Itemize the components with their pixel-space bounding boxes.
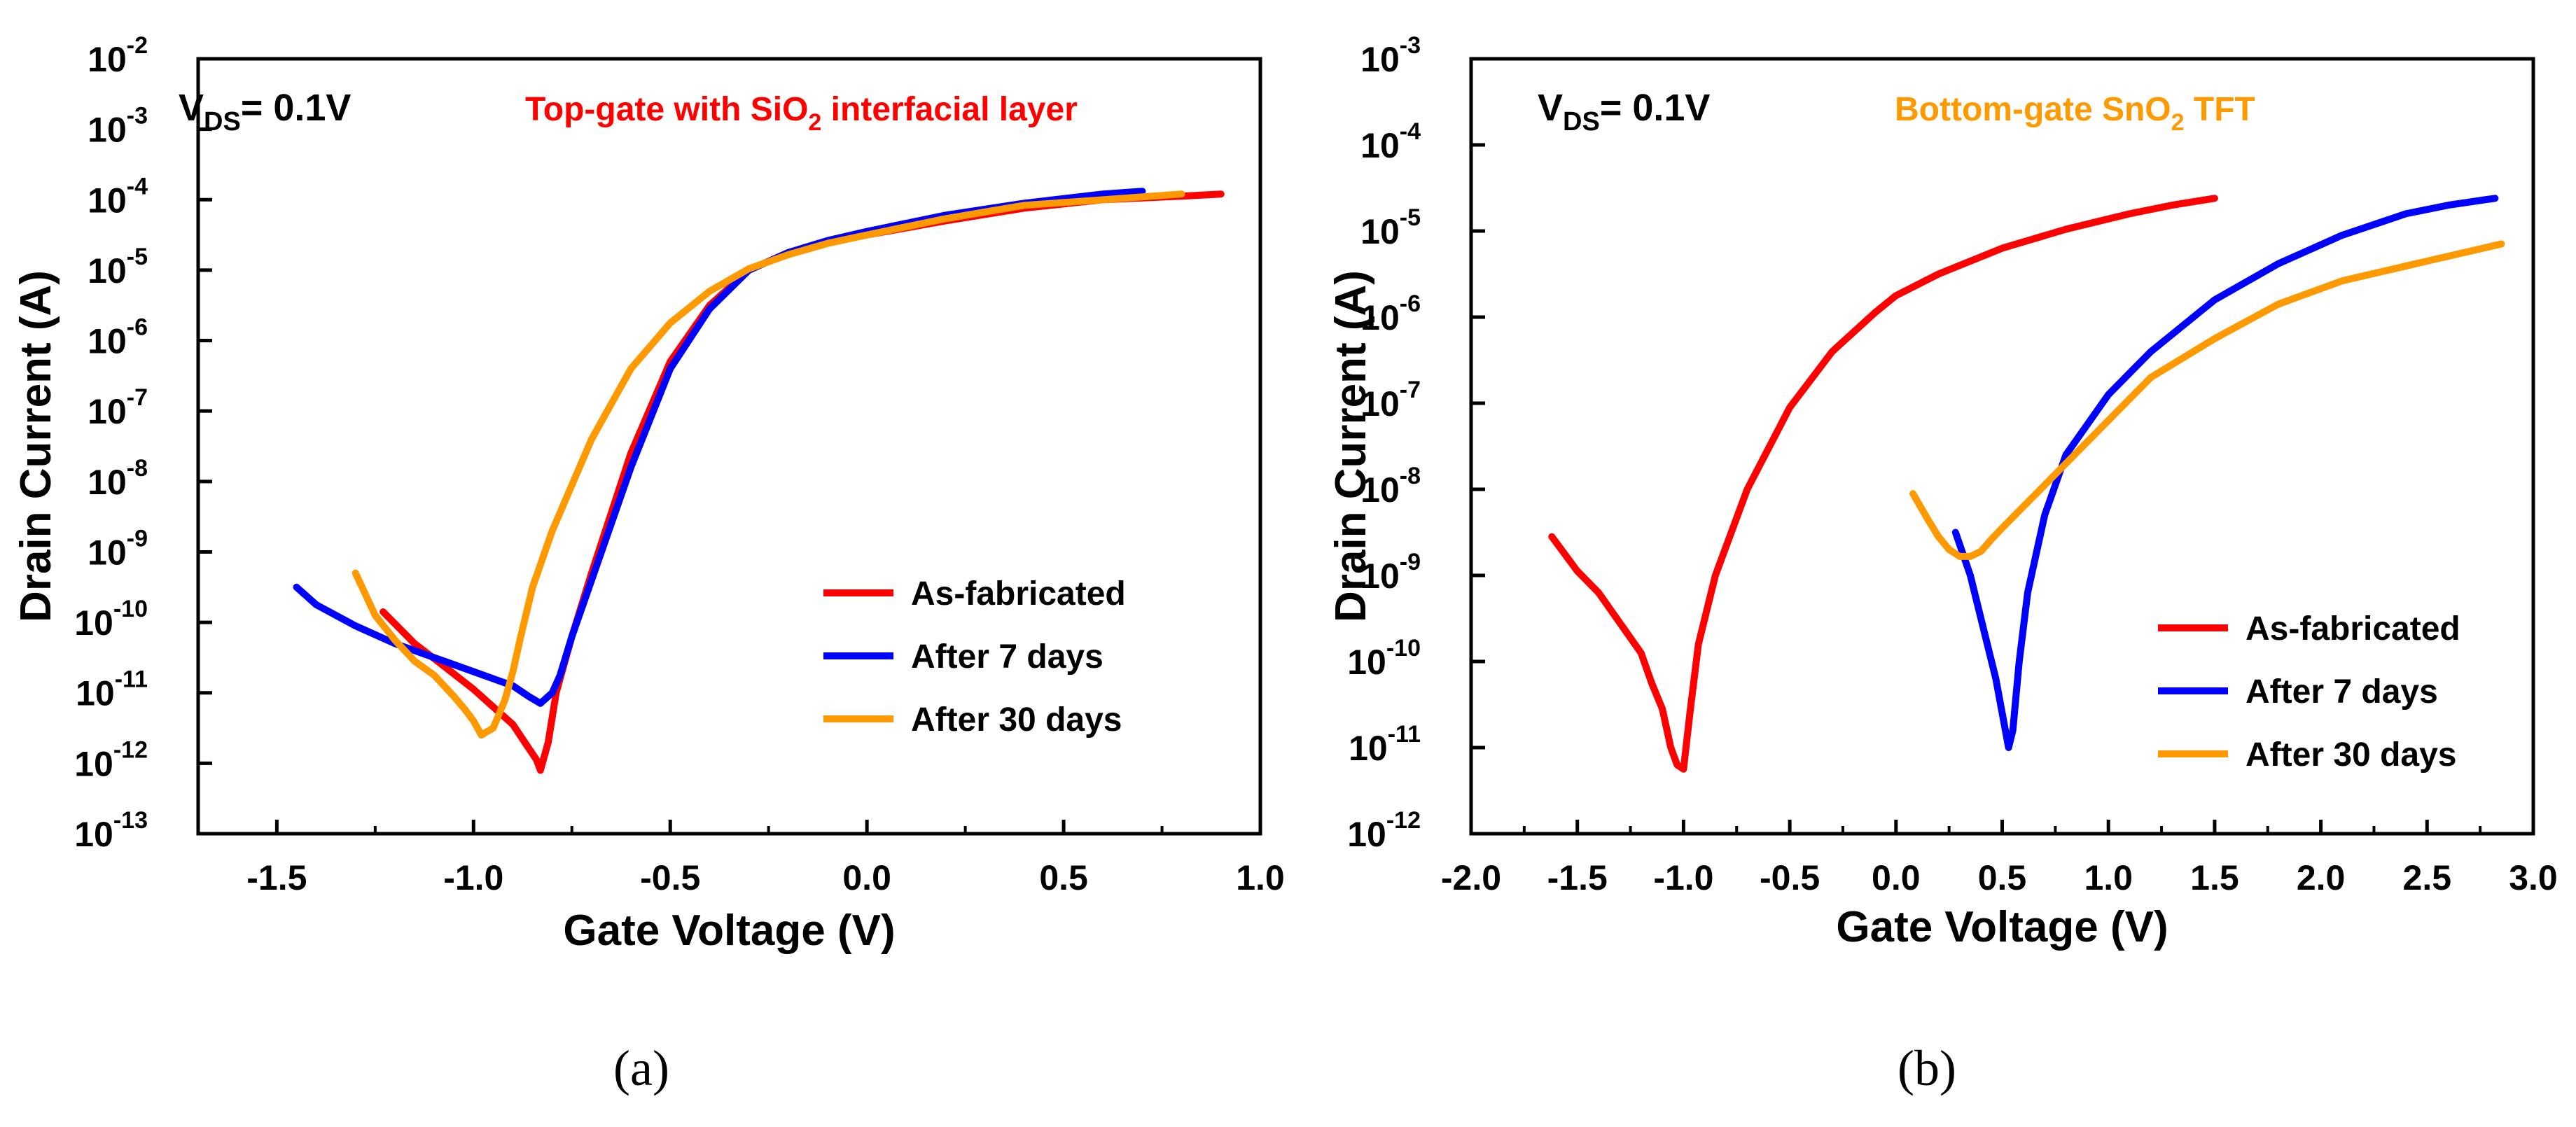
y-tick-label: 10-11 <box>1349 721 1421 768</box>
legend-label: After 7 days <box>911 638 1103 676</box>
y-tick-label: 10-10 <box>1347 635 1421 682</box>
series-line-after-30-days <box>351 190 1185 739</box>
y-tick-label: 10-4 <box>88 173 148 220</box>
y-tick-label: 10-5 <box>88 244 148 290</box>
x-tick-label: -0.5 <box>640 858 700 897</box>
x-tick-label: 0.0 <box>1872 858 1921 897</box>
x-tick-label: -2.0 <box>1441 858 1501 897</box>
series-line-after-30-days <box>1909 240 2505 560</box>
y-tick-label: 10-3 <box>88 103 148 150</box>
annotation: Top-gate with SiO2 interfacial layer <box>525 91 1078 136</box>
series-line-after-7-days <box>1951 195 2499 751</box>
y-tick-label: 10-13 <box>74 807 148 854</box>
y-tick-label: 10-5 <box>1360 204 1421 251</box>
series-line-as-fabricated <box>1548 195 2218 773</box>
legend-label: As-fabricated <box>2246 610 2460 648</box>
x-tick-label: -0.5 <box>1760 858 1820 897</box>
x-tick-label: -1.0 <box>443 858 503 897</box>
y-axis-title: Drain Current (A) <box>12 270 60 622</box>
vds-label: VDS= 0.1V <box>1538 87 1710 136</box>
x-tick-label: 1.0 <box>2084 858 2133 897</box>
x-tick-label: 2.5 <box>2403 858 2452 897</box>
x-axis-title: Gate Voltage (V) <box>1836 903 2168 951</box>
y-tick-label: 10-9 <box>88 525 148 572</box>
panel-label: (b) <box>1898 1040 1956 1096</box>
y-tick-label: 10-10 <box>74 596 148 643</box>
x-tick-label: 1.0 <box>1236 858 1285 897</box>
legend-label: After 30 days <box>2246 736 2456 774</box>
y-tick-label: 10-6 <box>88 314 148 361</box>
y-tick-label: 10-4 <box>1360 118 1421 165</box>
x-tick-label: 0.5 <box>1039 858 1088 897</box>
y-tick-label: 10-8 <box>88 455 148 502</box>
y-tick-label: 10-7 <box>88 384 148 431</box>
x-tick-label: -1.5 <box>246 858 307 897</box>
legend-label: As-fabricated <box>911 575 1126 612</box>
y-tick-label: 10-7 <box>1360 377 1421 424</box>
legend-label: After 30 days <box>911 701 1122 738</box>
x-tick-label: -1.5 <box>1547 858 1608 897</box>
plot-frame <box>196 57 1262 836</box>
x-axis-title: Gate Voltage (V) <box>563 906 895 955</box>
x-tick-label: 0.5 <box>1978 858 2027 897</box>
x-tick-label: 2.0 <box>2297 858 2346 897</box>
x-tick-label: 1.5 <box>2190 858 2239 897</box>
y-tick-label: 10-8 <box>1360 463 1421 510</box>
y-axis-title: Drain Current (A) <box>1327 270 1375 622</box>
chart-panel-a: -1.5 -1.0 -0.5 0.0 0.5 1.0 10-2 10-3 10-4 10-5 10-… <box>12 32 1285 1096</box>
annotation: Bottom-gate SnO2 TFT <box>1895 91 2255 136</box>
legend-label: After 7 days <box>2246 673 2438 710</box>
y-tick-label: 10-2 <box>88 32 148 79</box>
y-tick-label: 10-12 <box>74 736 148 783</box>
y-tick-label: 10-3 <box>1360 32 1421 79</box>
x-tick-label: 0.0 <box>842 858 891 897</box>
vds-label: VDS= 0.1V <box>179 87 351 136</box>
panel-label: (a) <box>613 1040 669 1096</box>
y-tick-label: 10-11 <box>76 666 148 713</box>
x-tick-label: 3.0 <box>2509 858 2558 897</box>
chart-panel-b: -2.0 -1.5 -1.0 -0.5 0.0 0.5 1.0 1.5 2.0 2.5 3.0 10-… <box>1327 32 2558 1096</box>
y-tick-label: 10-6 <box>1360 290 1421 337</box>
series-line-after-7-days <box>293 188 1146 707</box>
y-tick-label: 10-9 <box>1360 549 1421 596</box>
y-tick-label: 10-12 <box>1347 807 1421 854</box>
x-tick-label: -1.0 <box>1653 858 1713 897</box>
